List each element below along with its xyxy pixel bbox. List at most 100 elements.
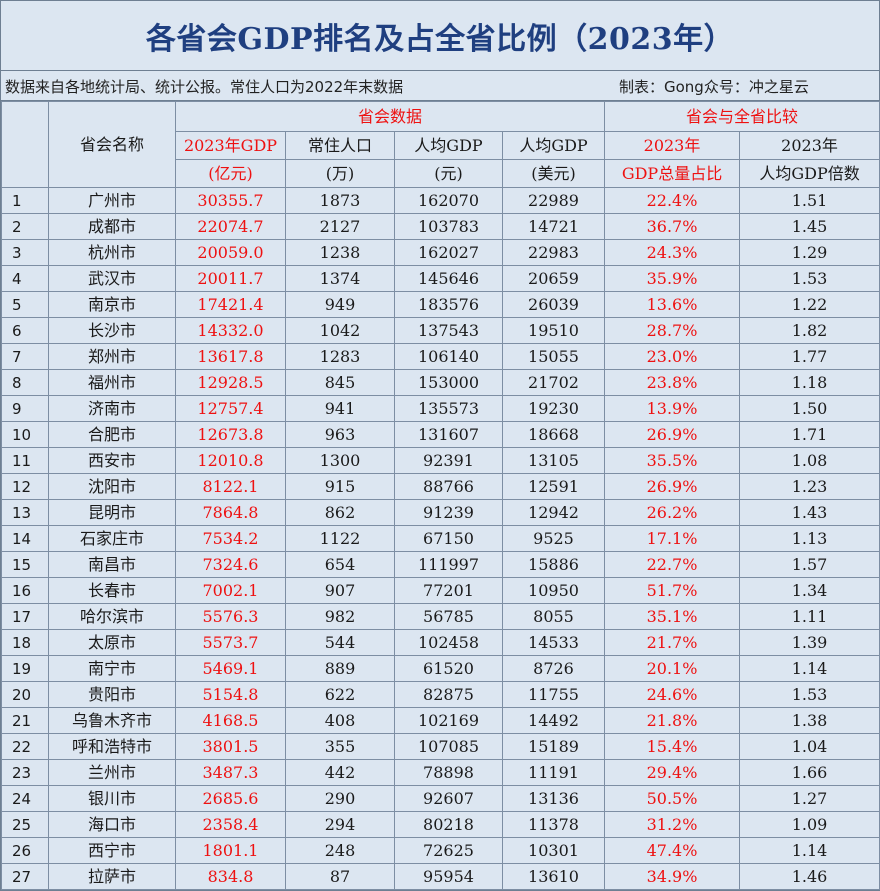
city-name-cell: 昆明市 — [48, 499, 176, 526]
table-row: 4 武汉市 20011.7 1374 145646 20659 35.9% 1.53 — [1, 265, 880, 292]
header-ratio: 2023年 — [739, 131, 880, 160]
city-name-cell: 太原市 — [48, 629, 176, 656]
gdp-per-capita-usd-cell: 22983 — [501, 239, 606, 266]
gdp-per-capita-usd-cell: 9525 — [501, 525, 606, 552]
table-row: 18 太原市 5573.7 544 102458 14533 21.7% 1.39 — [1, 629, 880, 656]
table-row: 20 贵阳市 5154.8 622 82875 11755 24.6% 1.53 — [1, 681, 880, 708]
gdp-per-capita-cell: 78898 — [394, 759, 503, 786]
header-rank — [1, 101, 49, 188]
gdp-per-capita-cell: 135573 — [394, 395, 503, 422]
header-gdp-unit: (亿元) — [175, 159, 286, 188]
gdp-per-capita-usd-cell: 13105 — [501, 447, 606, 474]
population-cell: 248 — [285, 837, 395, 864]
population-cell: 907 — [285, 577, 395, 604]
gdp-per-capita-usd-cell: 26039 — [501, 291, 606, 318]
city-name-cell: 哈尔滨市 — [48, 603, 176, 630]
table-row: 2 成都市 22074.7 2127 103783 14721 36.7% 1.45 — [1, 213, 880, 240]
gdp-share-cell: 26.2% — [604, 499, 741, 526]
city-name-cell: 呼和浩特市 — [48, 733, 176, 760]
per-capita-ratio-cell: 1.43 — [739, 499, 880, 526]
per-capita-ratio-cell: 1.77 — [739, 343, 880, 370]
city-name-cell: 广州市 — [48, 187, 176, 214]
rank-cell: 27 — [1, 863, 49, 890]
city-name-cell: 杭州市 — [48, 239, 176, 266]
credit-note: 制表：Gong众号：冲之星云 — [619, 78, 809, 96]
gdp-share-cell: 15.4% — [604, 733, 741, 760]
rank-cell: 3 — [1, 239, 49, 266]
table-row: 7 郑州市 13617.8 1283 106140 15055 23.0% 1.77 — [1, 343, 880, 370]
per-capita-ratio-cell: 1.08 — [739, 447, 880, 474]
per-capita-ratio-cell: 1.34 — [739, 577, 880, 604]
population-cell: 949 — [285, 291, 395, 318]
gdp-cell: 30355.7 — [175, 187, 286, 214]
city-name-cell: 南宁市 — [48, 655, 176, 682]
table-row: 14 石家庄市 7534.2 1122 67150 9525 17.1% 1.13 — [1, 525, 880, 552]
rank-cell: 13 — [1, 499, 49, 526]
rank-cell: 8 — [1, 369, 49, 396]
gdp-share-cell: 29.4% — [604, 759, 741, 786]
gdp-share-cell: 26.9% — [604, 473, 741, 500]
gdp-share-cell: 26.9% — [604, 421, 741, 448]
rank-cell: 7 — [1, 343, 49, 370]
gdp-cell: 2685.6 — [175, 785, 286, 812]
gdp-share-cell: 28.7% — [604, 317, 741, 344]
population-cell: 1873 — [285, 187, 395, 214]
gdp-cell: 5573.7 — [175, 629, 286, 656]
per-capita-ratio-cell: 1.82 — [739, 317, 880, 344]
table-row: 8 福州市 12928.5 845 153000 21702 23.8% 1.18 — [1, 369, 880, 396]
per-capita-ratio-cell: 1.23 — [739, 473, 880, 500]
per-capita-ratio-cell: 1.53 — [739, 681, 880, 708]
gdp-share-cell: 50.5% — [604, 785, 741, 812]
city-name-cell: 成都市 — [48, 213, 176, 240]
population-cell: 408 — [285, 707, 395, 734]
header-share-unit: GDP总量占比 — [604, 159, 741, 188]
gdp-cell: 13617.8 — [175, 343, 286, 370]
gdp-per-capita-usd-cell: 15886 — [501, 551, 606, 578]
gdp-cell: 1801.1 — [175, 837, 286, 864]
table-row: 16 长春市 7002.1 907 77201 10950 51.7% 1.34 — [1, 577, 880, 604]
per-capita-ratio-cell: 1.04 — [739, 733, 880, 760]
gdp-cell: 7324.6 — [175, 551, 286, 578]
city-name-cell: 乌鲁木齐市 — [48, 707, 176, 734]
population-cell: 941 — [285, 395, 395, 422]
per-capita-ratio-cell: 1.11 — [739, 603, 880, 630]
city-name-cell: 沈阳市 — [48, 473, 176, 500]
gdp-per-capita-cell: 80218 — [394, 811, 503, 838]
gdp-share-cell: 21.8% — [604, 707, 741, 734]
gdp-share-cell: 24.3% — [604, 239, 741, 266]
population-cell: 1042 — [285, 317, 395, 344]
gdp-per-capita-cell: 67150 — [394, 525, 503, 552]
table-row: 11 西安市 12010.8 1300 92391 13105 35.5% 1.08 — [1, 447, 880, 474]
per-capita-ratio-cell: 1.51 — [739, 187, 880, 214]
table-row: 15 南昌市 7324.6 654 111997 15886 22.7% 1.57 — [1, 551, 880, 578]
table-row: 23 兰州市 3487.3 442 78898 11191 29.4% 1.66 — [1, 759, 880, 786]
population-cell: 442 — [285, 759, 395, 786]
gdp-share-cell: 51.7% — [604, 577, 741, 604]
rank-cell: 25 — [1, 811, 49, 838]
city-name-cell: 长春市 — [48, 577, 176, 604]
rank-cell: 14 — [1, 525, 49, 552]
gdp-cell: 12010.8 — [175, 447, 286, 474]
city-name-cell: 兰州市 — [48, 759, 176, 786]
per-capita-ratio-cell: 1.66 — [739, 759, 880, 786]
gdp-cell: 12673.8 — [175, 421, 286, 448]
gdp-per-capita-cell: 56785 — [394, 603, 503, 630]
city-name-cell: 西安市 — [48, 447, 176, 474]
gdp-per-capita-usd-cell: 13136 — [501, 785, 606, 812]
rank-cell: 16 — [1, 577, 49, 604]
city-name-cell: 济南市 — [48, 395, 176, 422]
per-capita-ratio-cell: 1.38 — [739, 707, 880, 734]
gdp-cell: 7002.1 — [175, 577, 286, 604]
gdp-cell: 2358.4 — [175, 811, 286, 838]
population-cell: 87 — [285, 863, 395, 890]
gdp-cell: 5154.8 — [175, 681, 286, 708]
gdp-cell: 20011.7 — [175, 265, 286, 292]
header-gdp-per-capita-usd: 人均GDP — [501, 131, 606, 160]
population-cell: 290 — [285, 785, 395, 812]
gdp-per-capita-cell: 137543 — [394, 317, 503, 344]
rank-cell: 19 — [1, 655, 49, 682]
city-name-cell: 南京市 — [48, 291, 176, 318]
population-cell: 544 — [285, 629, 395, 656]
per-capita-ratio-cell: 1.53 — [739, 265, 880, 292]
table-row: 5 南京市 17421.4 949 183576 26039 13.6% 1.22 — [1, 291, 880, 318]
